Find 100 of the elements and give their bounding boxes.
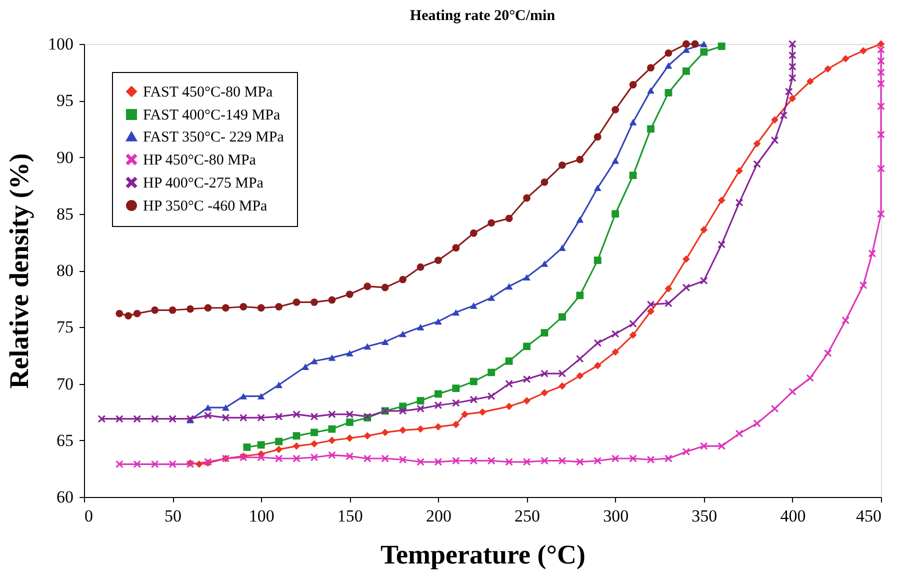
y-tick-label: 100 <box>48 34 74 54</box>
point <box>381 338 389 346</box>
chart-title: Heating rate 20°C/min <box>410 8 556 24</box>
point <box>558 161 566 169</box>
x-tick-label: 450 <box>856 506 882 526</box>
point <box>434 458 442 466</box>
point <box>824 65 832 73</box>
point <box>364 432 372 440</box>
point <box>788 388 796 396</box>
x-tick-label: 0 <box>84 506 93 526</box>
point <box>275 412 283 420</box>
y-tick-label: 90 <box>56 148 74 167</box>
point <box>505 214 513 222</box>
point <box>647 125 654 133</box>
legend-label: FAST 400°C-149 MPa <box>143 108 280 124</box>
point <box>664 88 672 96</box>
point <box>275 446 283 454</box>
point <box>416 324 424 330</box>
point <box>434 318 442 325</box>
point <box>98 415 106 423</box>
point <box>682 255 690 263</box>
point <box>576 372 584 380</box>
point <box>664 49 672 57</box>
point <box>292 298 300 306</box>
point <box>877 40 885 48</box>
point <box>505 283 513 290</box>
point <box>292 410 300 418</box>
point <box>612 157 620 164</box>
point <box>629 81 637 88</box>
legend-label: HP 350°C -460 MPa <box>143 198 268 214</box>
point <box>540 389 548 397</box>
point <box>612 330 620 338</box>
point <box>470 396 478 404</box>
point <box>257 441 265 449</box>
point <box>257 304 265 312</box>
point <box>310 298 318 306</box>
x-tick-label: 100 <box>248 506 274 526</box>
point <box>292 442 300 450</box>
point <box>452 309 460 316</box>
point <box>505 380 513 388</box>
point <box>523 376 530 383</box>
point <box>243 443 251 451</box>
point <box>416 458 424 466</box>
point <box>682 67 690 75</box>
point <box>275 303 283 310</box>
point <box>381 454 389 462</box>
point <box>718 196 726 204</box>
point <box>328 354 336 361</box>
y-axis-title: Relative density (%) <box>4 153 34 389</box>
point <box>416 397 424 404</box>
point <box>594 339 602 347</box>
point <box>788 74 796 82</box>
point <box>328 451 336 459</box>
point <box>576 216 584 223</box>
point <box>275 382 283 388</box>
point <box>399 456 407 464</box>
point <box>753 140 761 148</box>
y-tick-label: 70 <box>56 374 74 394</box>
point <box>612 454 620 462</box>
point <box>771 404 778 412</box>
point <box>647 308 654 315</box>
y-tick-label: 85 <box>56 204 74 224</box>
point <box>195 460 203 468</box>
y-tick-label: 75 <box>56 318 74 337</box>
point <box>257 392 265 400</box>
point <box>302 364 310 370</box>
point <box>753 420 761 428</box>
point <box>328 436 336 444</box>
point <box>736 430 744 438</box>
point <box>877 80 885 88</box>
point <box>540 178 548 186</box>
point <box>364 343 372 350</box>
point <box>682 40 690 48</box>
point <box>416 425 424 433</box>
point <box>788 52 796 60</box>
point <box>434 256 442 264</box>
point <box>133 460 141 468</box>
point <box>877 46 885 54</box>
legend-label: FAST 450°C-80 MPa <box>143 84 273 100</box>
point <box>275 438 283 446</box>
point <box>576 458 584 466</box>
point <box>204 412 212 420</box>
point <box>682 448 690 456</box>
point <box>240 392 248 400</box>
point <box>478 408 486 416</box>
point <box>364 454 372 462</box>
point <box>842 316 850 324</box>
point <box>328 410 336 418</box>
point <box>718 240 726 248</box>
point <box>399 276 407 284</box>
legend-label: HP 400°C-275 MPa <box>143 176 264 192</box>
point <box>647 64 654 72</box>
point <box>257 454 265 462</box>
point <box>470 302 478 309</box>
point <box>488 368 496 376</box>
x-tick-label: 50 <box>164 506 182 526</box>
point <box>700 40 708 48</box>
point <box>399 426 407 434</box>
point <box>116 415 124 423</box>
point <box>806 78 814 86</box>
